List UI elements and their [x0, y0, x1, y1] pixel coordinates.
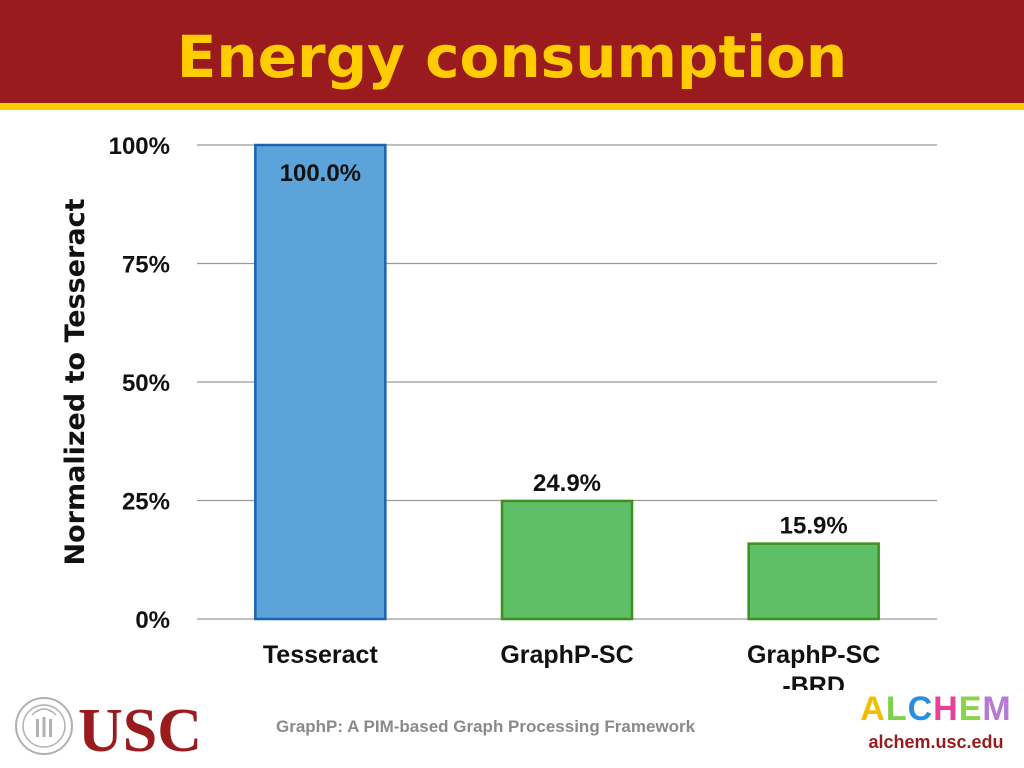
alchem-letter-1: L — [885, 690, 908, 728]
data-label-0: 100.0% — [280, 160, 361, 187]
usc-logo: USC — [14, 693, 214, 765]
bar-1 — [500, 499, 634, 621]
y-tick-label-0: 0% — [135, 607, 170, 634]
footer-text: GraphP: A PIM-based Graph Processing Fra… — [276, 717, 696, 736]
y-tick-label-3: 75% — [122, 252, 170, 279]
energy-bar-chart: 0% 25% 50% 75% 100% Normalized to Tesseract 10… — [60, 133, 937, 690]
alchem-letter-5: M — [982, 690, 1012, 728]
alchem-logo: ALCHEM — [858, 690, 1014, 729]
x-tick-label-0-0: Tesseract — [263, 641, 379, 669]
x-tick-label-2-0: GraphP-SC — [747, 641, 880, 669]
header-accent-line — [0, 103, 1024, 110]
alchem-letter-4: E — [958, 690, 983, 728]
usc-seal-icon — [15, 697, 73, 755]
x-tick-label-1-0: GraphP-SC — [500, 641, 633, 669]
slide-title: Energy consumption — [176, 23, 848, 91]
y-tick-label-4: 100% — [109, 133, 170, 160]
alchem-url: alchem.usc.edu — [868, 732, 1004, 752]
bar-2 — [747, 542, 880, 621]
y-tick-label-1: 25% — [122, 489, 170, 516]
x-tick-label-2-1: -BRD — [782, 672, 845, 690]
y-tick-label-2: 50% — [122, 370, 170, 397]
y-axis-label: Normalized to Tesseract — [60, 198, 91, 565]
alchem-letter-0: A — [860, 690, 886, 728]
data-label-2: 15.9% — [780, 513, 848, 540]
alchem-letter-2: C — [907, 690, 934, 728]
data-label-1: 24.9% — [533, 470, 601, 497]
alchem-letter-3: H — [933, 690, 959, 728]
usc-logo-text: USC — [78, 697, 202, 759]
slide-header — [0, 0, 1024, 103]
bar-0 — [254, 143, 387, 621]
